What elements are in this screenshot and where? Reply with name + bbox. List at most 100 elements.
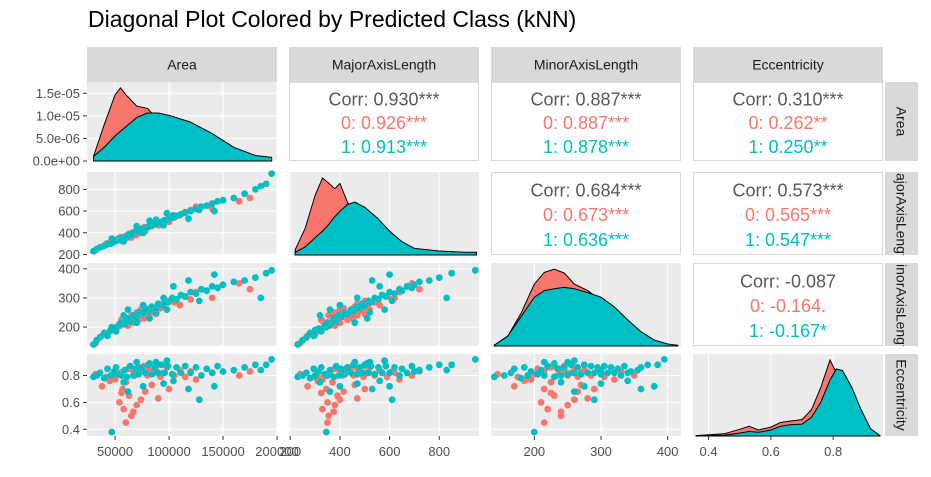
point-class-1 [336,301,344,309]
point-class-1 [365,369,372,377]
point-class-1 [580,382,588,390]
point-class-1 [378,369,386,377]
point-class-0 [353,395,361,402]
point-class-1 [262,180,270,188]
point-class-0 [584,395,592,402]
chart-title: Diagonal Plot Colored by Predicted Class… [88,6,577,32]
point-class-1 [416,366,423,374]
point-class-1 [448,361,456,369]
point-class-1 [316,312,324,319]
point-class-1 [187,369,195,377]
point-class-1 [540,358,548,366]
point-class-0 [317,389,325,397]
point-class-1 [584,369,592,377]
corr-class1: 1: 0.913*** [341,137,427,157]
point-class-1 [537,366,545,374]
point-class-1 [564,358,572,366]
point-class-1 [448,269,456,277]
y-tick-label: 1.5e-05 [36,86,80,101]
point-class-1 [580,361,588,369]
corr-class0: 0: 0.926*** [341,113,427,133]
point-class-1 [120,312,128,319]
point-class-1 [138,364,146,371]
point-class-1 [139,301,147,309]
point-class-1 [366,309,374,316]
point-class-0 [120,405,128,413]
x-tick-label: 400 [657,444,679,459]
point-class-1 [203,365,211,373]
point-class-1 [152,358,160,366]
point-class-1 [173,296,181,303]
density-Eccentricity-class-1 [695,368,881,437]
point-class-0 [304,382,311,390]
point-class-1 [637,385,645,393]
point-class-1 [471,266,479,274]
point-class-1 [168,370,176,378]
point-class-0 [564,401,572,409]
point-class-1 [96,333,104,341]
point-class-1 [324,372,331,379]
point-class-1 [363,360,371,367]
point-class-1 [192,364,200,371]
point-class-1 [590,369,598,377]
point-class-1 [644,361,652,369]
row-strip-label: Area [894,107,910,137]
point-class-1 [133,222,141,230]
point-class-1 [550,360,558,367]
point-class-1 [158,361,165,369]
y-tick-label: 200 [58,247,80,262]
point-class-1 [208,369,216,377]
point-class-1 [181,209,189,217]
point-class-1 [214,197,222,205]
point-class-1 [560,364,568,371]
point-class-0 [336,396,344,404]
col-strip-label: Eccentricity [752,57,824,73]
point-class-1 [177,369,185,377]
point-class-1 [425,277,433,284]
point-class-1 [181,362,189,370]
point-class-0 [547,378,555,386]
y-tick-label: 600 [58,204,80,219]
corr-panel [289,82,479,161]
col-strip-label: MinorAxisLength [534,57,638,73]
point-class-0 [610,376,618,383]
point-class-0 [137,396,145,404]
point-class-1 [317,328,325,335]
col-strip-Eccentricity [693,47,883,82]
point-class-1 [198,372,205,379]
point-class-1 [391,290,398,297]
x-tick-label: 300 [590,444,612,459]
point-class-1 [208,200,216,207]
point-class-1 [185,277,192,284]
x-tick-label: 0.4 [700,444,718,459]
point-class-1 [124,388,132,395]
row-strip-label: Eccentricity [894,359,910,431]
point-class-1 [376,282,384,290]
point-class-1 [133,358,141,366]
point-class-1 [132,365,140,373]
point-class-1 [135,370,143,378]
point-class-0 [324,399,331,406]
point-class-0 [130,408,137,416]
x-tick-label: 200 [523,444,545,459]
point-class-0 [154,395,162,402]
corr-class0: 0: -0.164. [750,296,826,316]
point-class-1 [316,378,324,386]
point-class-0 [319,405,326,413]
point-class-0 [116,399,123,406]
point-class-1 [187,288,195,296]
x-tick-label: 400 [329,444,351,459]
point-class-1 [108,235,116,243]
point-class-1 [517,374,525,382]
point-class-1 [637,364,645,371]
point-class-1 [198,285,205,293]
point-class-1 [381,306,388,313]
point-class-0 [133,401,141,409]
point-class-1 [353,294,361,302]
point-class-1 [141,369,149,377]
point-class-0 [235,197,243,205]
point-class-1 [160,294,168,302]
point-class-1 [443,294,451,302]
point-class-1 [118,372,125,379]
